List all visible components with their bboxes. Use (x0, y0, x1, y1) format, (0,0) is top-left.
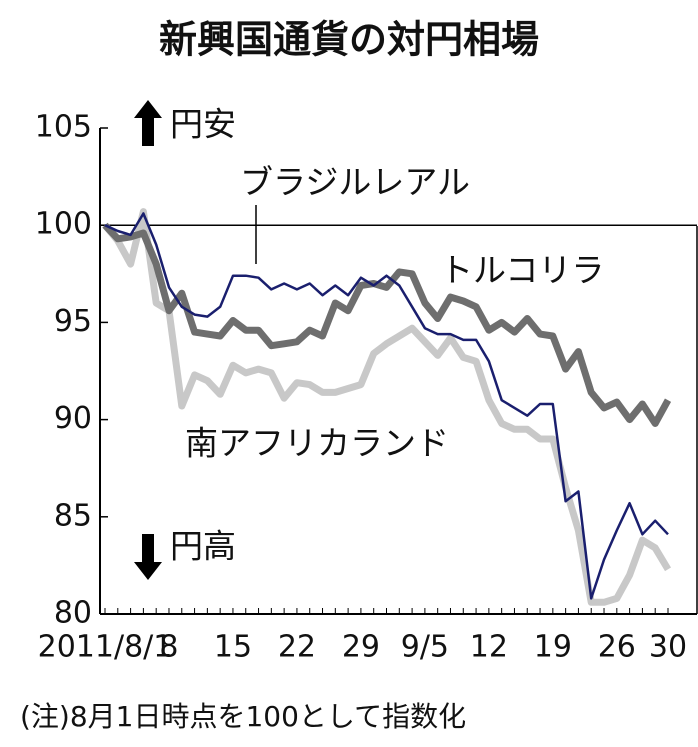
arrow-down (134, 534, 162, 580)
series-line (102, 222, 672, 427)
x-tick-label: 15 (214, 630, 252, 665)
y-tick-label: 95 (54, 304, 92, 339)
series-label: トルコリラ (440, 251, 604, 290)
note: (注)8月1日時点を100として指数化 (20, 700, 466, 733)
x-tick-label: 2011/8/1 (38, 630, 173, 665)
yen-strong-label: 円高 (170, 527, 236, 566)
x-tick-label: 12 (470, 630, 508, 665)
series-line (102, 208, 672, 606)
x-tick-label: 8 (159, 630, 178, 665)
series-line (104, 212, 669, 600)
x-tick-label: 29 (342, 630, 380, 665)
yen-weak-label: 円安 (170, 105, 236, 144)
x-tick-label: 30 (649, 630, 687, 665)
series-label: ブラジルレアル (240, 163, 470, 202)
series-label: 南アフリカランド (185, 424, 449, 463)
y-tick-label: 85 (54, 498, 92, 533)
arrow-up (134, 100, 162, 146)
x-tick-label: 26 (598, 630, 636, 665)
x-tick-label: 9/5 (401, 630, 449, 665)
y-tick-label: 90 (54, 401, 92, 436)
y-tick-label: 105 (35, 110, 92, 145)
y-tick-label: 80 (54, 596, 92, 631)
y-tick-label: 100 (35, 207, 92, 242)
x-tick-label: 22 (278, 630, 316, 665)
x-tick-label: 19 (534, 630, 572, 665)
chart-title: 新興国通貨の対円相場 (159, 18, 539, 62)
